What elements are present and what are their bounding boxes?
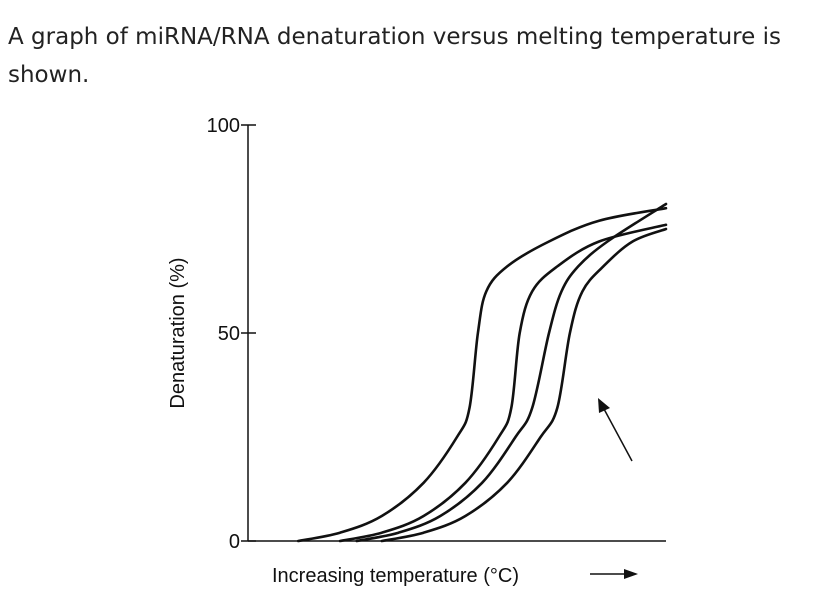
annotation-arrow-shaft — [603, 408, 633, 462]
x-direction-arrow-head — [624, 569, 638, 579]
x-axis: Increasing temperature (°C) — [248, 540, 666, 587]
annotation-arrow-head — [598, 398, 610, 413]
intro-text: A graph of miRNA/RNA denaturation versus… — [8, 24, 781, 88]
x-axis-label: Increasing temperature (°C) — [272, 565, 519, 587]
series-line-1 — [296, 206, 668, 543]
y-tick-label-0: 0 — [229, 531, 240, 553]
series-line-2 — [338, 223, 668, 543]
annotation-arrow — [598, 398, 633, 462]
y-tick-label-50: 50 — [218, 323, 240, 345]
curves — [296, 202, 668, 543]
series-line-4 — [380, 227, 668, 543]
y-axis-label: Denaturation (%) — [167, 257, 189, 408]
y-tick-label-100: 100 — [207, 115, 240, 137]
y-axis: 0 50 100 Denaturation (%) — [167, 115, 256, 553]
series-line-3 — [355, 202, 668, 543]
